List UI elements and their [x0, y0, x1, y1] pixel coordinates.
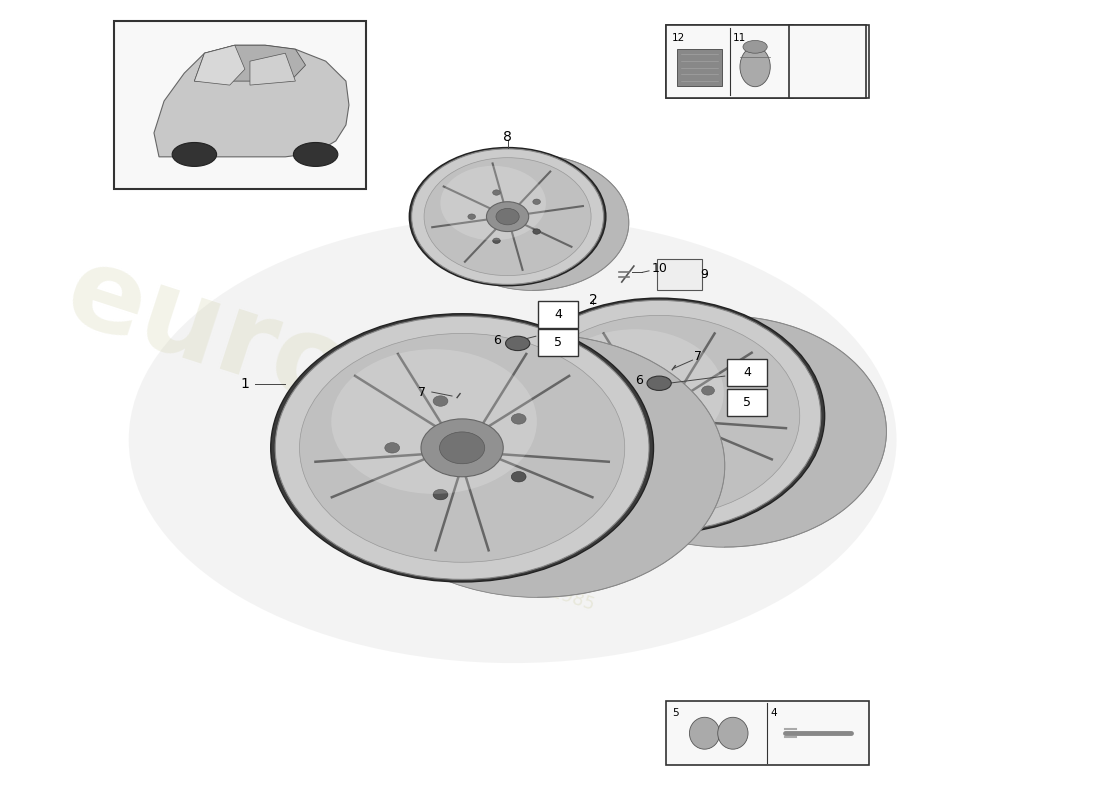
Text: 5: 5 [554, 336, 562, 349]
Ellipse shape [468, 214, 475, 219]
Ellipse shape [331, 349, 537, 494]
Ellipse shape [275, 316, 649, 579]
Text: 6: 6 [494, 334, 502, 346]
Ellipse shape [437, 155, 629, 290]
Text: 5: 5 [742, 396, 751, 409]
Ellipse shape [486, 202, 529, 231]
Ellipse shape [411, 149, 604, 285]
Ellipse shape [173, 142, 217, 166]
Ellipse shape [634, 370, 647, 379]
FancyBboxPatch shape [667, 26, 869, 98]
Text: 4: 4 [744, 366, 751, 378]
Text: 6: 6 [635, 374, 642, 386]
Ellipse shape [717, 718, 748, 749]
Ellipse shape [592, 411, 605, 421]
Ellipse shape [690, 718, 719, 749]
Ellipse shape [563, 316, 887, 547]
Text: a passion for porsche since 1985: a passion for porsche since 1985 [308, 505, 596, 614]
Ellipse shape [409, 147, 606, 286]
Ellipse shape [512, 471, 526, 482]
Text: 10: 10 [651, 262, 667, 275]
Ellipse shape [294, 142, 338, 166]
Ellipse shape [425, 158, 591, 275]
Text: 12: 12 [672, 34, 685, 43]
Ellipse shape [634, 453, 647, 462]
Ellipse shape [271, 314, 653, 582]
Ellipse shape [532, 229, 540, 234]
Ellipse shape [742, 41, 767, 54]
FancyBboxPatch shape [667, 701, 869, 765]
Ellipse shape [433, 490, 448, 500]
Ellipse shape [129, 217, 896, 663]
FancyBboxPatch shape [727, 358, 767, 386]
Text: 2: 2 [590, 294, 597, 307]
Text: 9: 9 [701, 267, 708, 281]
FancyBboxPatch shape [538, 301, 579, 328]
FancyBboxPatch shape [790, 26, 866, 98]
FancyBboxPatch shape [538, 329, 579, 356]
Text: 8: 8 [503, 130, 512, 144]
Ellipse shape [299, 334, 625, 562]
Polygon shape [250, 54, 296, 85]
Ellipse shape [440, 166, 546, 240]
FancyBboxPatch shape [657, 259, 702, 290]
Ellipse shape [518, 315, 800, 517]
Ellipse shape [493, 238, 500, 243]
Text: 4: 4 [770, 708, 777, 718]
Ellipse shape [497, 300, 821, 531]
Ellipse shape [433, 396, 448, 406]
Ellipse shape [532, 199, 540, 205]
Ellipse shape [639, 402, 679, 430]
Text: 7: 7 [418, 386, 426, 398]
Text: 11: 11 [733, 34, 746, 43]
Ellipse shape [506, 336, 530, 350]
Ellipse shape [421, 419, 503, 477]
Polygon shape [195, 46, 306, 81]
Text: 5: 5 [672, 708, 679, 718]
Polygon shape [195, 46, 245, 85]
Polygon shape [275, 316, 538, 598]
Ellipse shape [494, 298, 825, 534]
Ellipse shape [440, 432, 485, 464]
Ellipse shape [647, 376, 671, 390]
Ellipse shape [385, 442, 399, 453]
Ellipse shape [740, 47, 770, 86]
Polygon shape [411, 149, 532, 290]
Ellipse shape [702, 386, 714, 395]
Ellipse shape [624, 390, 695, 442]
Ellipse shape [496, 209, 519, 225]
Ellipse shape [512, 414, 526, 424]
FancyBboxPatch shape [678, 50, 722, 86]
FancyBboxPatch shape [727, 389, 767, 416]
Ellipse shape [351, 334, 725, 598]
Ellipse shape [546, 330, 724, 457]
Text: 4: 4 [554, 308, 562, 321]
Text: eurospares: eurospares [52, 236, 771, 564]
FancyBboxPatch shape [113, 22, 366, 189]
Ellipse shape [493, 190, 500, 195]
Ellipse shape [702, 437, 714, 446]
Text: 7: 7 [693, 350, 702, 362]
Polygon shape [497, 300, 725, 547]
Polygon shape [154, 46, 349, 157]
Text: 1: 1 [241, 377, 250, 391]
FancyBboxPatch shape [667, 26, 793, 98]
